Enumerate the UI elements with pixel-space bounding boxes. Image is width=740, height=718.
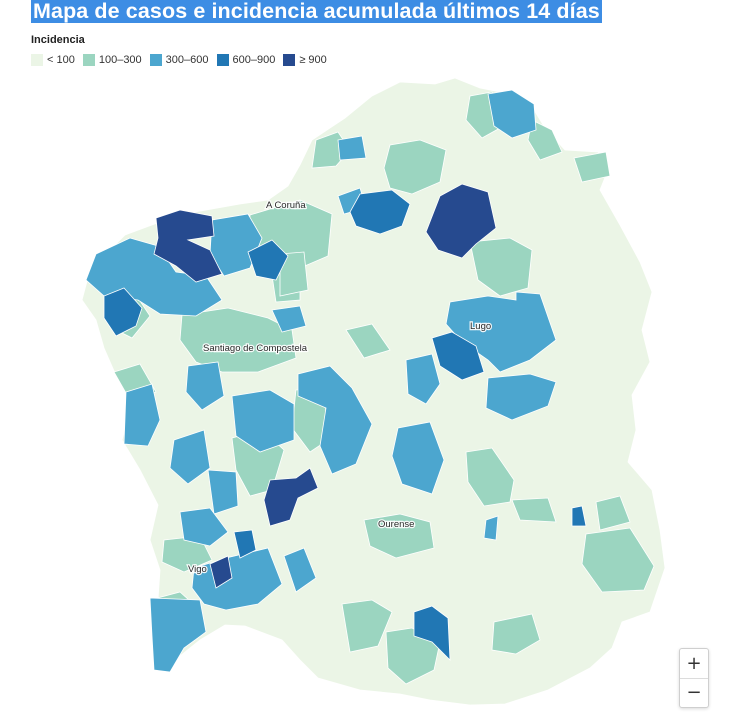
region-300-600 xyxy=(337,135,367,161)
city-label-vigo: Vigo xyxy=(188,564,207,575)
region-100-300 xyxy=(595,495,631,531)
legend-swatch xyxy=(216,54,229,66)
region-100-300 xyxy=(573,151,611,183)
page-title: Mapa de casos e incidencia acumulada últ… xyxy=(31,0,602,23)
legend: < 100 100–300 300–600 600–900 ≥ 900 xyxy=(31,54,335,66)
legend-label: 300–600 xyxy=(165,54,209,66)
region-600-900 xyxy=(349,189,411,235)
zoom-control: + − xyxy=(679,648,709,708)
legend-label: 600–900 xyxy=(232,54,276,66)
region-300-600 xyxy=(123,383,161,447)
region-gte900 xyxy=(209,555,233,589)
region-100-300 xyxy=(385,627,441,685)
region-300-600 xyxy=(207,469,239,515)
region-100-300 xyxy=(279,251,309,297)
region-300-600 xyxy=(405,353,441,405)
galicia-map[interactable]: A Coruña Santiago de Compostela Lugo Our… xyxy=(0,70,740,718)
region-600-900 xyxy=(431,331,485,381)
region-600-900 xyxy=(571,505,587,527)
city-label-ourense: Ourense xyxy=(378,519,414,530)
region-600-900 xyxy=(413,605,451,662)
region-100-300 xyxy=(469,237,533,297)
region-100-300 xyxy=(345,323,391,359)
region-100-300 xyxy=(581,527,655,593)
legend-title: Incidencia xyxy=(31,34,85,46)
city-label-lugo: Lugo xyxy=(470,321,491,332)
region-100-300 xyxy=(465,447,515,507)
legend-item-lt100: < 100 xyxy=(31,54,75,66)
legend-item-100-300: 100–300 xyxy=(82,54,142,66)
region-300-600 xyxy=(231,389,295,453)
region-100-300 xyxy=(527,119,563,161)
region-100-300 xyxy=(179,307,297,373)
region-300-600 xyxy=(271,305,307,333)
region-300-600 xyxy=(485,373,557,421)
map-title-wrap: Mapa de casos e incidencia acumulada últ… xyxy=(31,0,602,23)
legend-swatch xyxy=(82,54,95,66)
legend-item-600-900: 600–900 xyxy=(216,54,276,66)
legend-swatch xyxy=(283,54,296,66)
zoom-in-button[interactable]: + xyxy=(686,652,702,674)
region-300-600 xyxy=(483,515,499,541)
region-gte900 xyxy=(425,183,497,259)
region-300-600 xyxy=(169,429,211,485)
legend-item-gte900: ≥ 900 xyxy=(283,54,327,66)
zoom-out-button[interactable]: − xyxy=(680,677,708,708)
region-100-300 xyxy=(363,513,435,559)
region-300-600 xyxy=(391,421,445,495)
region-100-300 xyxy=(341,599,393,653)
legend-label: ≥ 900 xyxy=(299,54,327,66)
region-300-600 xyxy=(149,597,207,673)
region-600-900 xyxy=(103,287,143,337)
region-300-600 xyxy=(283,547,317,593)
city-label-a-coruna: A Coruña xyxy=(266,200,306,211)
region-100-300 xyxy=(491,613,541,655)
legend-label: < 100 xyxy=(47,54,75,66)
region-300-600 xyxy=(179,507,229,547)
region-300-600 xyxy=(487,89,537,139)
region-gte900 xyxy=(263,467,319,527)
legend-label: 100–300 xyxy=(98,54,142,66)
region-300-600 xyxy=(297,365,373,475)
region-600-900 xyxy=(247,239,289,281)
map-area[interactable]: A Coruña Santiago de Compostela Lugo Our… xyxy=(0,70,740,718)
region-gte900 xyxy=(153,209,223,283)
legend-item-300-600: 300–600 xyxy=(149,54,209,66)
region-100-300 xyxy=(383,139,447,195)
city-label-santiago: Santiago de Compostela xyxy=(203,343,308,354)
legend-swatch xyxy=(31,54,43,66)
legend-swatch xyxy=(149,54,162,66)
region-300-600 xyxy=(185,361,225,411)
region-600-900 xyxy=(233,529,257,559)
region-100-300 xyxy=(511,497,557,523)
